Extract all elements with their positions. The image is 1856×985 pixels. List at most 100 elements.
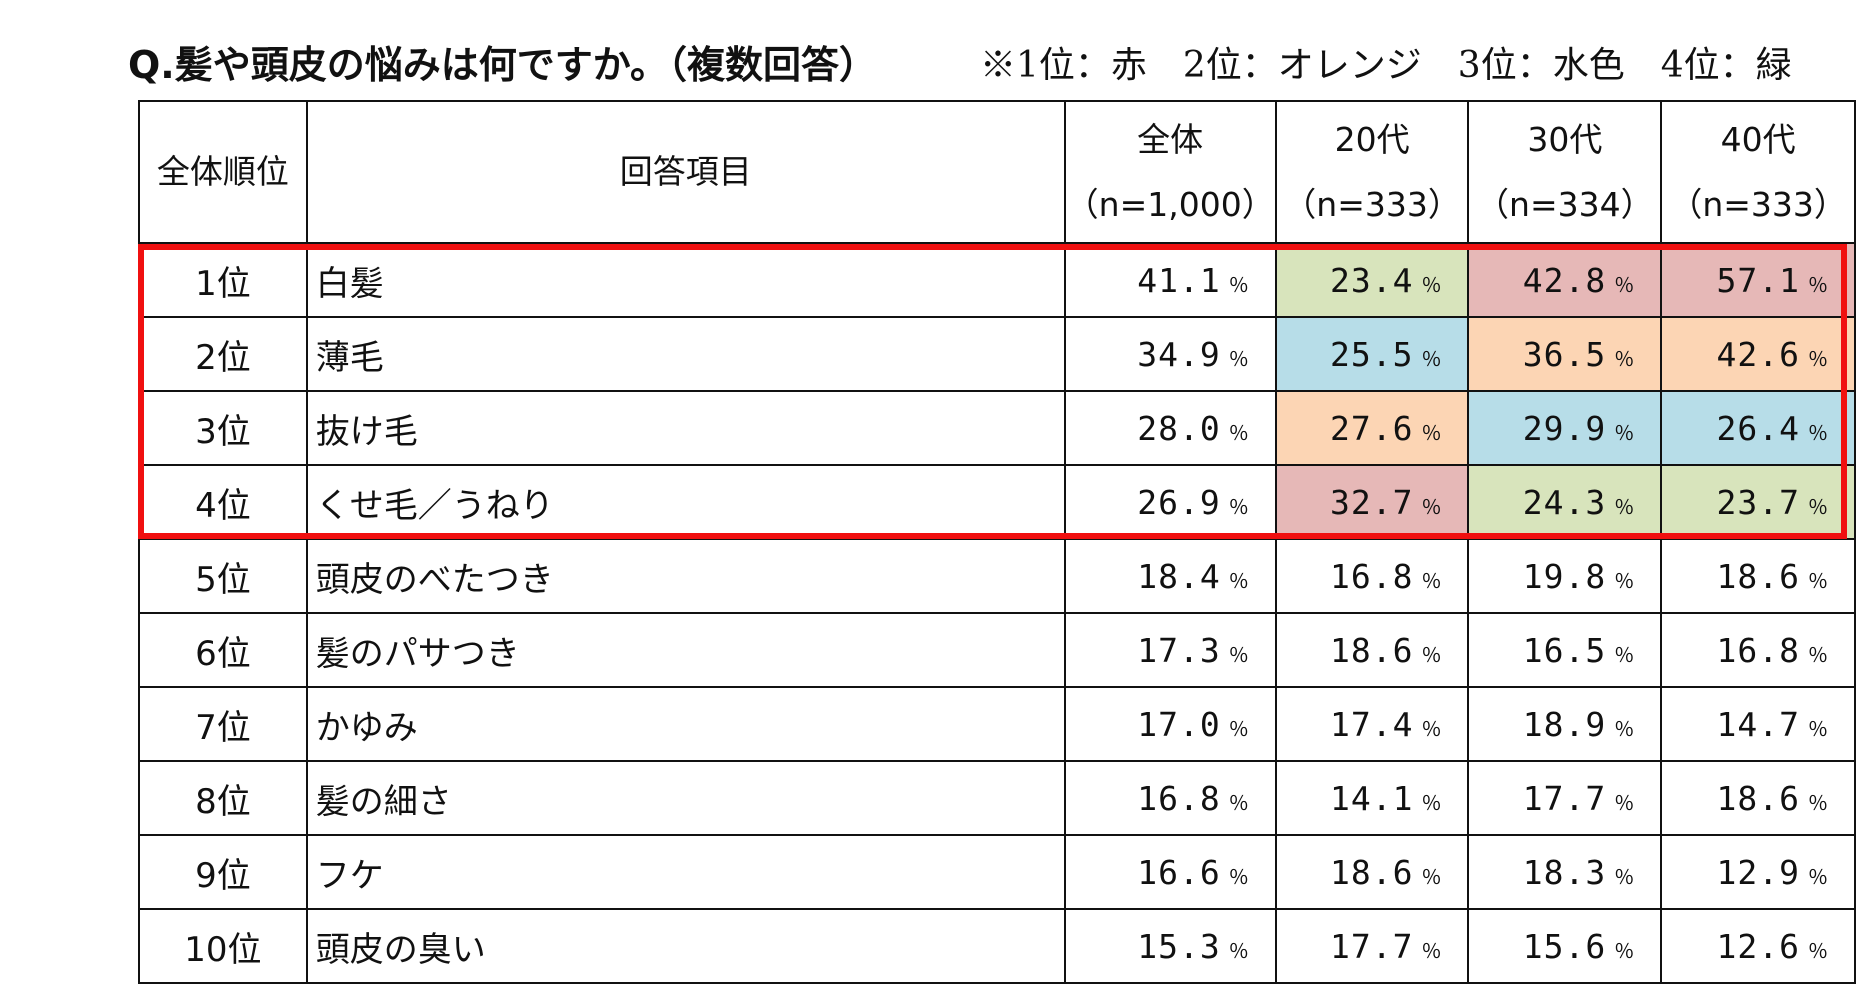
value-cell-20s: 14.1 ％ [1274, 760, 1470, 836]
value-number: 41.1 [1137, 260, 1221, 300]
value-number: 15.3 [1137, 926, 1221, 966]
value-cell-20s: 17.7 ％ [1274, 908, 1470, 984]
value-cell-30s: 16.5 ％ [1467, 612, 1663, 688]
table-row: 3位 抜け毛 28.0 ％ 27.6 ％ 29.9 ％ 26.4 ％ [138, 390, 1856, 466]
value-cell-30s: 17.7 ％ [1467, 760, 1663, 836]
value-number: 17.4 [1329, 704, 1414, 744]
value-cell-40s: 14.7 ％ [1660, 686, 1856, 762]
percent-unit: ％ [1228, 494, 1249, 519]
value-cell-30s: 18.3 ％ [1467, 834, 1663, 910]
percent-unit: ％ [1614, 346, 1635, 371]
value-cell-20s: 25.5 ％ [1274, 316, 1470, 392]
value-number: 34.9 [1137, 334, 1221, 374]
rank-cell: 3位 [138, 390, 308, 466]
value-number: 24.3 [1522, 482, 1607, 522]
percent-unit: ％ [1421, 864, 1442, 889]
percent-unit: ％ [1228, 716, 1249, 741]
rank-cell: 7位 [138, 686, 308, 762]
percent-unit: ％ [1614, 568, 1635, 593]
header-40s-n: （n=333） [1669, 185, 1847, 224]
color-legend-note: ※1位：赤 2位：オレンジ 3位：水色 4位：緑 [980, 45, 1792, 86]
percent-unit: ％ [1421, 790, 1442, 815]
item-cell: 白髪 [305, 242, 1066, 318]
value-cell-30s: 19.8 ％ [1467, 538, 1663, 614]
table-row: 9位 フケ 16.6 ％ 18.6 ％ 18.3 ％ 12.9 ％ [138, 834, 1856, 910]
item-cell: 頭皮のべたつき [305, 538, 1066, 614]
percent-unit: ％ [1614, 938, 1635, 963]
header-40s: 40代 （n=333） [1660, 100, 1856, 244]
value-number: 18.9 [1522, 704, 1607, 744]
percent-unit: ％ [1228, 642, 1249, 667]
percent-unit: ％ [1614, 790, 1635, 815]
rank-cell: 8位 [138, 760, 308, 836]
percent-unit: ％ [1421, 494, 1442, 519]
rank-cell: 1位 [138, 242, 308, 318]
value-cell-20s: 27.6 ％ [1274, 390, 1470, 466]
value-number: 16.8 [1329, 556, 1414, 596]
value-number: 12.6 [1716, 926, 1800, 966]
value-number: 18.6 [1716, 778, 1800, 818]
percent-unit: ％ [1808, 568, 1828, 593]
table-row: 7位 かゆみ 17.0 ％ 17.4 ％ 18.9 ％ 14.7 ％ [138, 686, 1856, 762]
value-cell-40s: 26.4 ％ [1660, 390, 1856, 466]
rank-cell: 2位 [138, 316, 308, 392]
header-total-n: （n=1,000） [1065, 185, 1275, 224]
percent-unit: ％ [1614, 494, 1635, 519]
value-cell-20s: 18.6 ％ [1274, 834, 1470, 910]
rank-cell: 6位 [138, 612, 308, 688]
value-cell-20s: 23.4 ％ [1274, 242, 1470, 318]
value-number: 26.4 [1716, 408, 1800, 448]
header-30s-n: （n=334） [1476, 185, 1654, 224]
percent-unit: ％ [1421, 716, 1442, 741]
value-number: 17.7 [1522, 778, 1607, 818]
value-number: 29.9 [1522, 408, 1607, 448]
value-number: 18.6 [1329, 852, 1414, 892]
percent-unit: ％ [1808, 642, 1828, 667]
value-cell-20s: 17.4 ％ [1274, 686, 1470, 762]
value-cell-30s: 24.3 ％ [1467, 464, 1663, 540]
header-item: 回答項目 [305, 100, 1066, 244]
value-cell-total: 34.9 ％ [1063, 316, 1277, 392]
value-cell-20s: 16.8 ％ [1274, 538, 1470, 614]
value-cell-total: 28.0 ％ [1063, 390, 1277, 466]
percent-unit: ％ [1421, 346, 1442, 371]
percent-unit: ％ [1614, 716, 1635, 741]
value-cell-30s: 15.6 ％ [1467, 908, 1663, 984]
percent-unit: ％ [1808, 716, 1828, 741]
value-number: 16.6 [1137, 852, 1221, 892]
percent-unit: ％ [1808, 864, 1828, 889]
value-cell-20s: 18.6 ％ [1274, 612, 1470, 688]
table-row: 5位 頭皮のべたつき 18.4 ％ 16.8 ％ 19.8 ％ 18.6 ％ [138, 538, 1856, 614]
value-cell-total: 26.9 ％ [1063, 464, 1277, 540]
survey-results-table: 全体順位 回答項目 全体 （n=1,000） 20代 （n=333） 30代 （… [138, 100, 1856, 984]
value-number: 18.3 [1522, 852, 1607, 892]
table-row: 6位 髪のパサつき 17.3 ％ 18.6 ％ 16.5 ％ 16.8 ％ [138, 612, 1856, 688]
value-cell-40s: 12.9 ％ [1660, 834, 1856, 910]
table-row: 10位 頭皮の臭い 15.3 ％ 17.7 ％ 15.6 ％ 12.6 ％ [138, 908, 1856, 984]
value-cell-30s: 36.5 ％ [1467, 316, 1663, 392]
percent-unit: ％ [1228, 568, 1249, 593]
item-cell: 髪の細さ [305, 760, 1066, 836]
percent-unit: ％ [1228, 790, 1249, 815]
value-cell-total: 17.0 ％ [1063, 686, 1277, 762]
item-cell: フケ [305, 834, 1066, 910]
value-number: 18.6 [1329, 630, 1414, 670]
percent-unit: ％ [1614, 642, 1635, 667]
value-number: 12.9 [1716, 852, 1800, 892]
value-cell-total: 41.1 ％ [1063, 242, 1277, 318]
header-30s: 30代 （n=334） [1467, 100, 1663, 244]
item-cell: くせ毛／うねり [305, 464, 1066, 540]
percent-unit: ％ [1421, 420, 1442, 445]
value-number: 18.6 [1716, 556, 1800, 596]
percent-unit: ％ [1808, 790, 1828, 815]
value-number: 15.6 [1522, 926, 1607, 966]
percent-unit: ％ [1808, 494, 1828, 519]
header-20s: 20代 （n=333） [1274, 100, 1470, 244]
value-number: 23.7 [1716, 482, 1800, 522]
rank-cell: 4位 [138, 464, 308, 540]
value-cell-total: 16.6 ％ [1063, 834, 1277, 910]
value-number: 17.7 [1329, 926, 1414, 966]
value-cell-total: 15.3 ％ [1063, 908, 1277, 984]
value-number: 14.7 [1716, 704, 1800, 744]
value-number: 19.8 [1522, 556, 1607, 596]
